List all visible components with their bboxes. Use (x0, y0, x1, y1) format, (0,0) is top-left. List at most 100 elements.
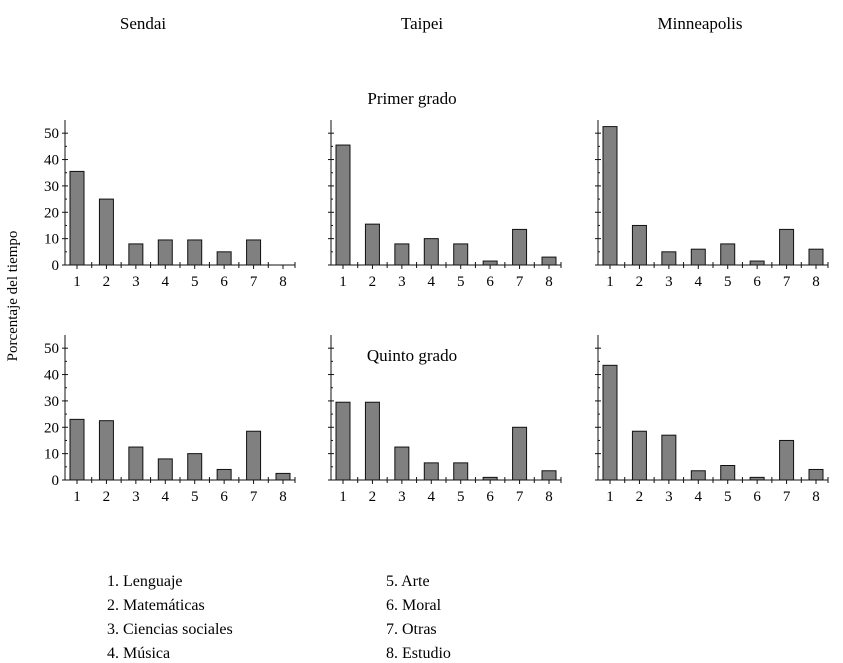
bar-1 (335, 144, 351, 266)
panel-minneapolis-quinto-grado: 1 2 3 4 5 6 7 8 (595, 335, 829, 505)
bar-5 (187, 239, 203, 266)
x-tick-label: 1 (339, 274, 347, 290)
bar-8 (541, 470, 557, 481)
bar-2 (631, 430, 647, 481)
bar-8 (541, 256, 557, 266)
bar-1 (69, 418, 85, 481)
x-tick-label: 1 (606, 489, 614, 505)
legend-item-8: 8. Estudio (386, 645, 451, 662)
bar-7 (512, 228, 528, 266)
x-tick-label: 1 (73, 274, 81, 290)
y-tick-label: 20 (44, 205, 59, 221)
x-tick-label: 4 (695, 489, 703, 505)
x-tick-label: 7 (516, 274, 524, 290)
x-tick-label: 3 (665, 274, 673, 290)
panel-sendai-primer-grado: 0 10 20 30 40 50 1 2 3 4 5 6 7 8 (44, 120, 296, 290)
x-tick-label: 4 (695, 274, 703, 290)
bar-6 (216, 468, 232, 481)
y-tick-label: 40 (44, 153, 59, 169)
x-tick-label: 5 (191, 274, 199, 290)
y-tick-label: 0 (52, 473, 60, 489)
panel-minneapolis-primer-grado: 1 2 3 4 5 6 7 8 (595, 120, 829, 290)
x-tick-label: 6 (220, 489, 228, 505)
bar-5 (720, 243, 736, 266)
panel-sendai-quinto-grado: 0 10 20 30 40 50 1 2 3 4 5 6 7 8 (44, 335, 296, 505)
bar-5 (187, 453, 203, 481)
x-tick-label: 3 (665, 489, 673, 505)
bar-5 (453, 243, 469, 266)
y-tick-label: 10 (44, 232, 59, 248)
bar-3 (128, 243, 144, 266)
y-axis-title: Porcentaje del tiempo (5, 231, 21, 362)
bar-7 (779, 439, 795, 481)
x-tick-label: 2 (636, 489, 644, 505)
y-tick-label: 30 (44, 179, 59, 195)
y-tick-label: 0 (52, 258, 60, 274)
bar-1 (69, 170, 85, 266)
x-tick-label: 3 (398, 274, 406, 290)
bar-6 (482, 260, 498, 266)
y-tick-label: 40 (44, 368, 59, 384)
bar-7 (246, 430, 262, 481)
row-title-primer-grado: Primer grado (367, 89, 456, 108)
bar-5 (453, 462, 469, 481)
legend-item-1: 1. Lenguaje (107, 573, 183, 590)
bar-3 (394, 243, 410, 266)
bar-4 (157, 239, 173, 266)
legend-item-4: 4. Música (107, 645, 170, 662)
y-tick-label: 50 (44, 126, 59, 142)
x-tick-label: 7 (250, 274, 258, 290)
x-tick-label: 2 (103, 489, 111, 505)
bar-6 (482, 476, 498, 481)
bar-8 (808, 468, 824, 481)
x-tick-label: 5 (191, 489, 199, 505)
bar-2 (631, 224, 647, 266)
x-tick-label: 7 (250, 489, 258, 505)
x-tick-label: 8 (279, 489, 287, 505)
x-tick-label: 5 (724, 489, 732, 505)
x-tick-label: 4 (428, 274, 436, 290)
legend-item-3: 3. Ciencias sociales (107, 621, 233, 638)
bar-7 (246, 239, 262, 266)
x-tick-label: 8 (279, 274, 287, 290)
x-tick-label: 1 (73, 489, 81, 505)
x-tick-label: 3 (132, 489, 140, 505)
column-title-taipei: Taipei (401, 14, 444, 33)
x-tick-label: 6 (486, 489, 494, 505)
bar-2 (98, 420, 114, 481)
bar-7 (512, 426, 528, 481)
x-tick-label: 2 (369, 489, 377, 505)
x-tick-label: 5 (457, 274, 465, 290)
bar-1 (602, 126, 618, 266)
bar-8 (808, 248, 824, 266)
bar-3 (661, 434, 677, 481)
bar-6 (749, 260, 765, 266)
x-tick-label: 8 (812, 489, 820, 505)
row-title-quinto-grado: Quinto grado (367, 346, 457, 365)
column-title-minneapolis: Minneapolis (658, 14, 743, 33)
x-tick-label: 6 (486, 274, 494, 290)
bar-6 (749, 476, 765, 481)
bar-4 (423, 238, 439, 266)
legend-item-6: 6. Moral (386, 597, 442, 614)
legend-item-7: 7. Otras (386, 621, 437, 638)
bar-4 (690, 248, 706, 266)
x-tick-label: 6 (753, 489, 761, 505)
x-tick-label: 2 (103, 274, 111, 290)
x-tick-label: 8 (545, 274, 553, 290)
bar-2 (364, 401, 380, 481)
bar-4 (423, 462, 439, 481)
bar-6 (216, 251, 232, 266)
bar-3 (394, 446, 410, 481)
legend-item-2: 2. Matemáticas (107, 597, 205, 614)
x-tick-label: 5 (457, 489, 465, 505)
bar-4 (157, 458, 173, 481)
x-tick-label: 4 (162, 274, 170, 290)
x-tick-label: 3 (398, 489, 406, 505)
x-tick-label: 5 (724, 274, 732, 290)
panel-taipei-primer-grado: 1 2 3 4 5 6 7 8 (328, 120, 562, 290)
x-tick-label: 4 (428, 489, 436, 505)
y-tick-label: 10 (44, 447, 59, 463)
